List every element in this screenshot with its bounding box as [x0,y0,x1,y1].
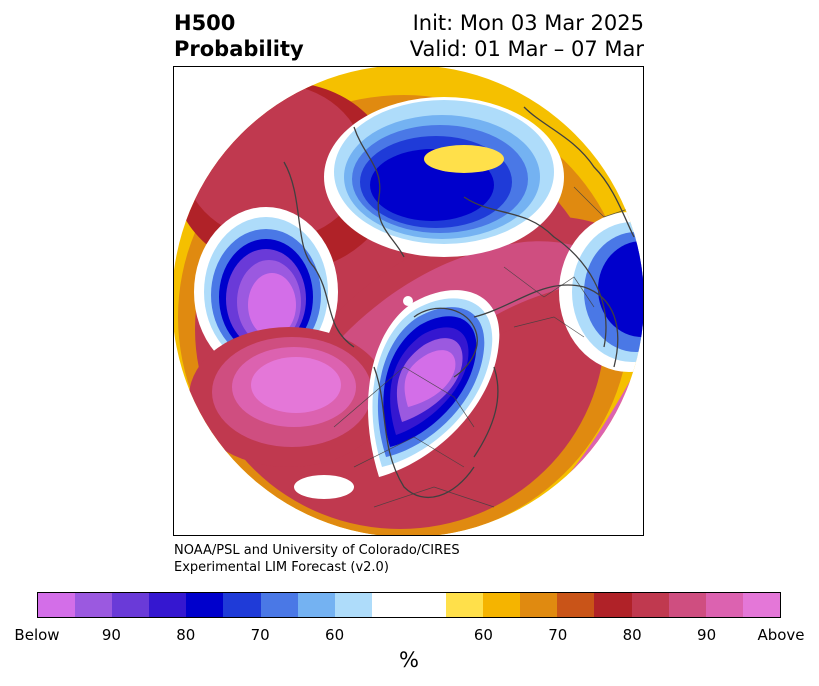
colorbar-swatch [631,593,669,617]
colorbar-tick-label: 80 [622,626,642,644]
colorbar-swatch [260,593,298,617]
colorbar [37,592,781,618]
title-right: Init: Mon 03 Mar 2025 Valid: 01 Mar – 07… [410,10,644,62]
atlantic-below-lobe [324,97,564,257]
title-field: Probability [174,37,304,61]
probability-map [174,67,643,535]
colorbar-swatch [742,593,780,617]
credit-text: NOAA/PSL and University of Colorado/CIRE… [174,542,460,576]
colorbar-tick-label: Above [757,626,805,644]
colorbar-swatch [668,593,706,617]
colorbar-swatch [38,593,76,617]
colorbar-swatch [594,593,632,617]
colorbar-tick-label: 80 [176,626,196,644]
colorbar-tick-label: 90 [101,626,121,644]
title-init-date: Init: Mon 03 Mar 2025 [412,11,644,35]
east-pacific-above-lobe [189,327,389,467]
colorbar-swatch [223,593,261,617]
map-panel [173,66,644,536]
credit-line-2: Experimental LIM Forecast (v2.0) [174,560,389,575]
colorbar-swatch [557,593,595,617]
colorbar-swatch [297,593,335,617]
colorbar-swatch [446,593,484,617]
colorbar-swatch [334,593,372,617]
colorbar-tick-label: 60 [325,626,345,644]
title-variable: H500 [174,11,236,35]
siberia-below-lobe [559,212,643,372]
colorbar-ticks: Below 90 80 70 60 60 70 80 90 Above [0,626,819,646]
colorbar-swatch [483,593,521,617]
colorbar-swatch [112,593,150,617]
colorbar-tick-label: 70 [548,626,568,644]
colorbar-swatch [705,593,743,617]
colorbar-tick-label: 70 [250,626,270,644]
colorbar-tick-label: Below [14,626,60,644]
colorbar-swatch [520,593,558,617]
colorbar-unit-label: % [399,648,419,672]
colorbar-swatch [371,593,447,617]
north-america-below-lobe [367,290,500,477]
probability-field [174,67,643,535]
colorbar-swatch [75,593,113,617]
coastlines [283,106,635,498]
north-pole-marker [403,296,413,306]
title-valid-range: Valid: 01 Mar – 07 Mar [409,37,644,61]
colorbar-tick-label: 60 [473,626,493,644]
title-left: H500 Probability [174,10,304,62]
colorbar-swatch [149,593,187,617]
credit-line-1: NOAA/PSL and University of Colorado/CIRE… [174,543,460,558]
colorbar-swatch [186,593,224,617]
colorbar-tick-label: 90 [697,626,717,644]
country-borders [333,186,635,508]
